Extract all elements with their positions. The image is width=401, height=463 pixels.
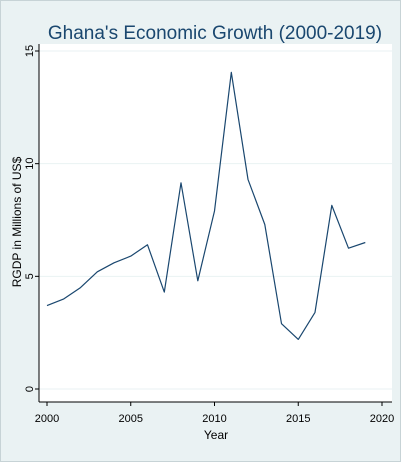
x-tick-label: 2000: [35, 413, 59, 425]
y-tick-label: 15: [24, 45, 36, 57]
gridlines: [39, 50, 392, 390]
x-tick-label: 2010: [202, 413, 226, 425]
y-tick-label: 5: [24, 273, 36, 279]
plot-background: [39, 44, 392, 402]
x-tick-label: 2020: [370, 413, 394, 425]
x-axis-label: Year: [204, 428, 228, 442]
axes: [35, 44, 392, 406]
tick-labels: 0 5 10 15 2000 2005 2010 2015 2020: [24, 45, 394, 425]
y-axis-label: RGDP in Millions of US$: [10, 156, 24, 287]
x-tick-label: 2015: [286, 413, 310, 425]
y-tick-label: 0: [24, 386, 36, 392]
y-tick-label: 10: [24, 158, 36, 170]
series-line-1: [46, 71, 366, 340]
x-tick-label: 2005: [119, 413, 143, 425]
chart-title: Ghana's Economic Growth (2000-2019): [48, 23, 382, 44]
series-layer: [46, 71, 366, 340]
